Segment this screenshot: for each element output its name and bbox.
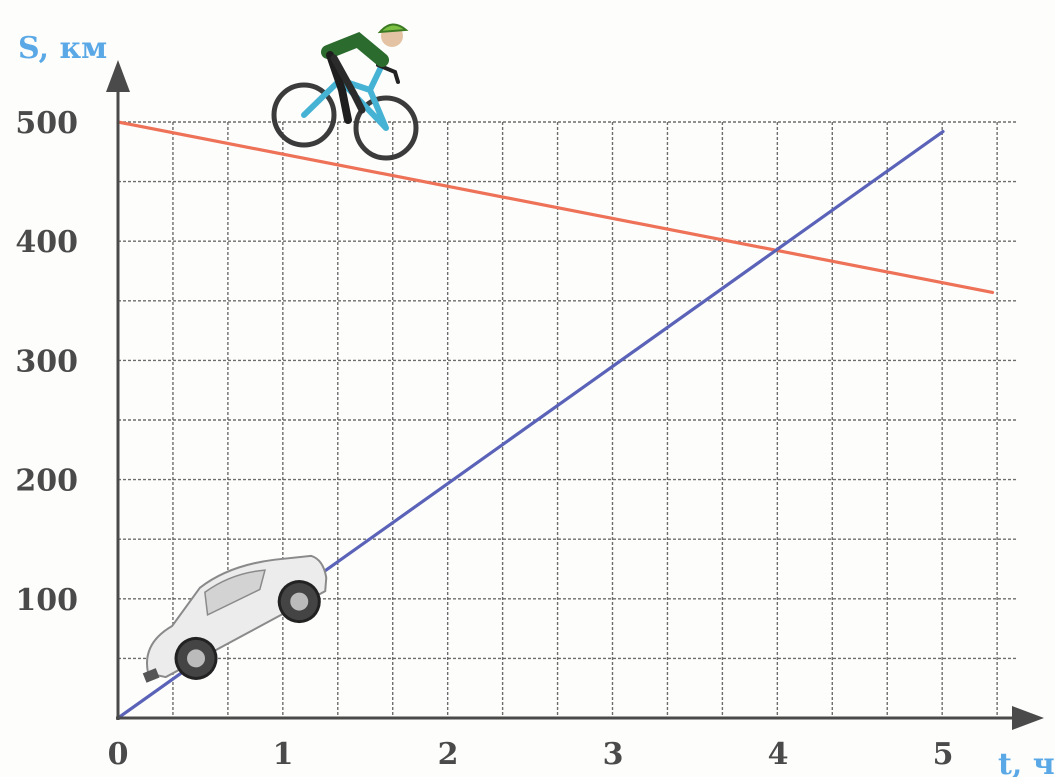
car-icon bbox=[142, 554, 328, 683]
x-tick-label: 0 bbox=[108, 737, 129, 772]
y-tick-label: 200 bbox=[15, 464, 78, 499]
y-axis-arrow bbox=[106, 60, 130, 92]
y-tick-label: 400 bbox=[15, 225, 78, 260]
y-tick-label: 500 bbox=[15, 106, 78, 141]
y-tick-label: 300 bbox=[15, 344, 78, 379]
y-axis-title: S, км bbox=[18, 31, 107, 66]
x-tick-label: 4 bbox=[768, 737, 789, 772]
series-line-bicycle bbox=[116, 120, 995, 295]
x-tick-label: 2 bbox=[438, 737, 459, 772]
axes bbox=[106, 60, 1044, 730]
x-tick-label: 3 bbox=[603, 737, 624, 772]
x-tick-label: 1 bbox=[273, 737, 294, 772]
y-tick-label: 100 bbox=[15, 583, 78, 618]
tick-labels: 0 1 2 3 4 5 100 200 300 400 500 bbox=[15, 106, 953, 772]
bicycle-icon bbox=[271, 23, 419, 161]
x-axis-title: t, ч bbox=[998, 747, 1055, 777]
grid bbox=[118, 121, 1018, 718]
x-tick-label: 5 bbox=[933, 737, 954, 772]
x-axis-arrow bbox=[1012, 706, 1044, 730]
